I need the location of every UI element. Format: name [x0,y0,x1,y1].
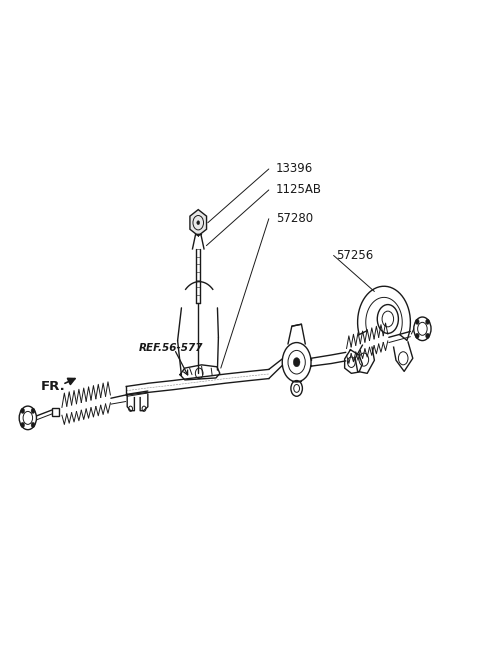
Text: 1125AB: 1125AB [276,183,322,196]
Circle shape [293,358,300,367]
Text: 57280: 57280 [276,212,313,225]
Circle shape [426,333,430,339]
Text: 57256: 57256 [336,249,373,262]
Circle shape [197,221,200,225]
Circle shape [21,408,24,413]
Text: 13396: 13396 [276,162,313,176]
Circle shape [415,333,419,339]
Text: FR.: FR. [41,380,66,393]
Text: REF.56-577: REF.56-577 [139,343,204,354]
Circle shape [31,408,35,413]
Circle shape [21,422,24,428]
Circle shape [31,422,35,428]
Circle shape [426,319,430,324]
Circle shape [415,319,419,324]
Polygon shape [190,210,206,236]
